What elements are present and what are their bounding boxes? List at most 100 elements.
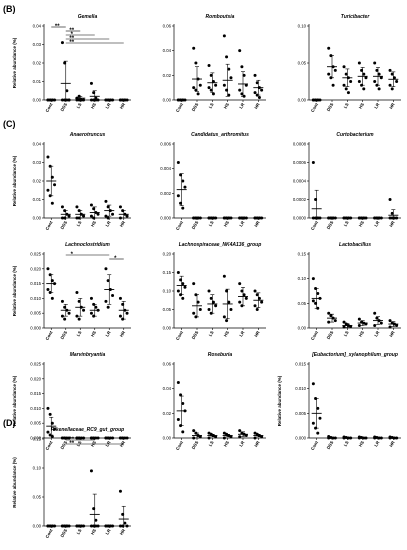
data-point — [96, 524, 100, 528]
data-point — [63, 61, 67, 65]
y-tick-label: 0.03 — [33, 160, 42, 165]
data-point — [209, 88, 213, 92]
data-point — [50, 279, 54, 283]
data-point — [227, 93, 231, 97]
y-tick-label: 0.015 — [295, 362, 306, 367]
data-point — [176, 418, 180, 421]
x-tick-label: LS — [208, 220, 215, 227]
data-point — [121, 302, 125, 306]
data-point — [253, 304, 257, 308]
x-tick-label: HR — [388, 329, 396, 338]
data-point — [344, 72, 348, 76]
x-tick-label: LS — [76, 220, 83, 227]
data-point — [211, 80, 215, 83]
y-tick-label: 0.005 — [30, 421, 41, 426]
y-tick-label: 0.05 — [298, 301, 307, 306]
y-axis-label: Relative abundance (%) — [277, 375, 282, 426]
x-tick-label: LR — [104, 527, 112, 535]
chart-title: Turicibacter — [341, 14, 371, 20]
x-tick-label: LS — [76, 102, 83, 109]
data-point — [104, 199, 108, 203]
data-point — [329, 314, 333, 318]
data-point — [60, 205, 64, 209]
data-point — [357, 317, 361, 321]
data-point — [46, 267, 50, 271]
x-tick-label: DSS — [191, 440, 200, 450]
data-point — [67, 311, 71, 315]
data-point — [89, 98, 93, 102]
x-tick-label: HR — [388, 439, 396, 448]
y-tick-label: 0.0002 — [293, 197, 307, 202]
x-tick-label: HR — [388, 219, 396, 228]
data-point — [89, 524, 93, 528]
data-point — [318, 216, 322, 220]
data-point — [194, 61, 198, 65]
data-point — [360, 68, 364, 72]
data-point — [183, 185, 187, 189]
data-point — [357, 324, 361, 328]
data-point — [207, 308, 211, 311]
y-tick-label: 0.10 — [298, 24, 307, 29]
data-point — [327, 72, 331, 76]
data-point — [240, 289, 244, 293]
significance-label: ** — [69, 437, 74, 443]
chart-title: Roseburia — [208, 352, 233, 358]
x-tick-label: LS — [76, 440, 83, 447]
data-point — [244, 296, 248, 300]
chart-panel: Rikenellaceae_RC9_gut_group Relative abun… — [12, 427, 131, 539]
data-point — [211, 300, 215, 304]
data-point — [373, 324, 377, 328]
data-point — [253, 91, 257, 95]
x-tick-label: Cont — [310, 330, 320, 341]
data-point — [388, 68, 392, 72]
data-point — [192, 46, 196, 50]
data-point — [260, 88, 264, 92]
x-tick-label: LR — [238, 101, 246, 109]
data-point — [46, 430, 50, 434]
data-point — [242, 73, 246, 77]
x-tick-label: LR — [373, 439, 381, 447]
data-point — [253, 436, 257, 440]
data-point — [390, 87, 394, 91]
data-point — [104, 214, 108, 218]
data-point — [222, 315, 226, 319]
x-tick-label: LS — [343, 220, 350, 227]
x-tick-label: DSS — [191, 330, 200, 340]
data-point — [176, 194, 180, 198]
data-point — [342, 83, 346, 87]
y-tick-label: 0.005 — [30, 311, 41, 316]
x-tick-label: Cont — [175, 102, 185, 113]
data-point — [395, 80, 399, 83]
data-point — [257, 296, 261, 300]
data-point — [198, 308, 202, 311]
data-point — [388, 198, 392, 201]
x-tick-label: HS — [90, 102, 97, 110]
x-tick-label: HS — [90, 330, 97, 338]
data-point — [176, 271, 180, 274]
data-point — [207, 289, 211, 293]
significance-label: ** — [69, 40, 74, 46]
chart-panel: Curtobacterium 0.0000 0.0002 0.0004 0.0006 0.… — [293, 132, 401, 231]
y-tick-label: 0.10 — [163, 289, 172, 294]
section-label-b: (B) — [3, 4, 16, 14]
y-tick-label: 0.01 — [33, 79, 42, 84]
chart-title: Candidatus_arthromitus — [191, 132, 249, 138]
data-point — [179, 278, 183, 282]
data-point — [238, 88, 242, 92]
y-tick-label: 0.0000 — [293, 216, 307, 221]
x-tick-label: DSS — [59, 220, 68, 230]
y-tick-label: 0.025 — [30, 252, 41, 257]
data-point — [222, 274, 226, 278]
data-point — [89, 214, 93, 218]
chart-panel: Romboutsia 0.00 0.02 0.04 0.06 Cont DSS LS HS LR H… — [163, 14, 266, 113]
data-point — [316, 406, 320, 410]
data-point — [60, 216, 64, 220]
data-point — [238, 435, 242, 439]
x-tick-label: LS — [343, 440, 350, 447]
x-tick-label: DSS — [59, 102, 68, 112]
x-tick-label: LR — [104, 219, 112, 227]
data-point — [375, 68, 379, 72]
x-tick-label: DSS — [191, 220, 200, 230]
x-tick-label: LS — [208, 102, 215, 109]
data-point — [240, 65, 244, 69]
